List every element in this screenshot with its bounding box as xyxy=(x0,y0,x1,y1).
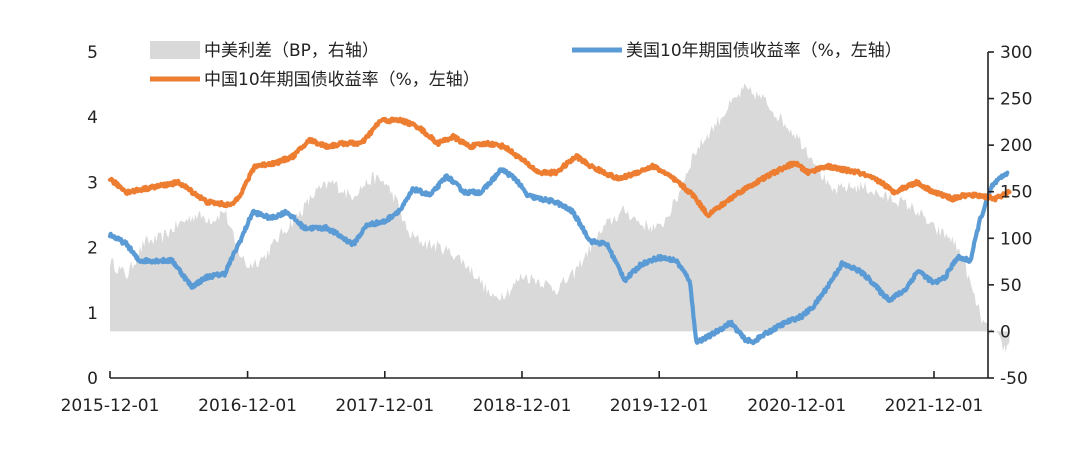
y-right-tick-label: 0 xyxy=(1000,322,1011,342)
x-tick-label: 2016-12-01 xyxy=(198,396,297,416)
y-right-tick-label: 200 xyxy=(1000,136,1032,156)
x-tick-label: 2018-12-01 xyxy=(473,396,572,416)
y-left-tick-label: 5 xyxy=(87,43,98,63)
line-layer xyxy=(107,116,1012,346)
y-right-tick-label: 50 xyxy=(1000,276,1022,296)
legend-label: 美国10年期国债收益率（%，左轴） xyxy=(626,41,902,61)
y-left-tick-label: 1 xyxy=(87,304,98,324)
x-tick-label: 2020-12-01 xyxy=(747,396,846,416)
y-right-tick-label: -50 xyxy=(1000,369,1028,389)
y-right-tick-label: 100 xyxy=(1000,229,1032,249)
legend-label: 中国10年期国债收益率（%，左轴） xyxy=(204,70,480,90)
axis-layer: 2015-12-01 2016-12-01 2017-12-01 2018-12-01… xyxy=(61,43,1033,416)
series-line-us-10y xyxy=(107,167,1010,346)
y-left-tick-label: 0 xyxy=(87,369,98,389)
x-tick-label: 2019-12-01 xyxy=(610,396,709,416)
y-right-tick-label: 300 xyxy=(1000,43,1032,63)
series-area-spread xyxy=(110,83,1010,353)
legend-item: 中国10年期国债收益率（%，左轴） xyxy=(150,70,480,90)
area-layer xyxy=(110,83,1010,353)
y-left-tick-label: 4 xyxy=(87,108,98,128)
y-left-tick-label: 3 xyxy=(87,173,98,193)
x-tick-label: 2015-12-01 xyxy=(61,396,160,416)
legend-item: 中美利差（BP，右轴） xyxy=(150,41,379,61)
y-left-tick-label: 2 xyxy=(87,239,98,259)
x-tick-label: 2021-12-01 xyxy=(885,396,984,416)
legend-label: 中美利差（BP，右轴） xyxy=(204,41,379,61)
legend-swatch-area xyxy=(150,41,200,59)
series-line-cn-10y xyxy=(107,116,1012,219)
x-tick-label: 2017-12-01 xyxy=(335,396,434,416)
y-right-tick-label: 250 xyxy=(1000,90,1032,110)
legend: 中美利差（BP，右轴） 美国10年期国债收益率（%，左轴） 中国10年期国债收益率（… xyxy=(150,41,902,90)
legend-item: 美国10年期国债收益率（%，左轴） xyxy=(572,41,902,61)
y-right-tick-label: 150 xyxy=(1000,183,1032,203)
